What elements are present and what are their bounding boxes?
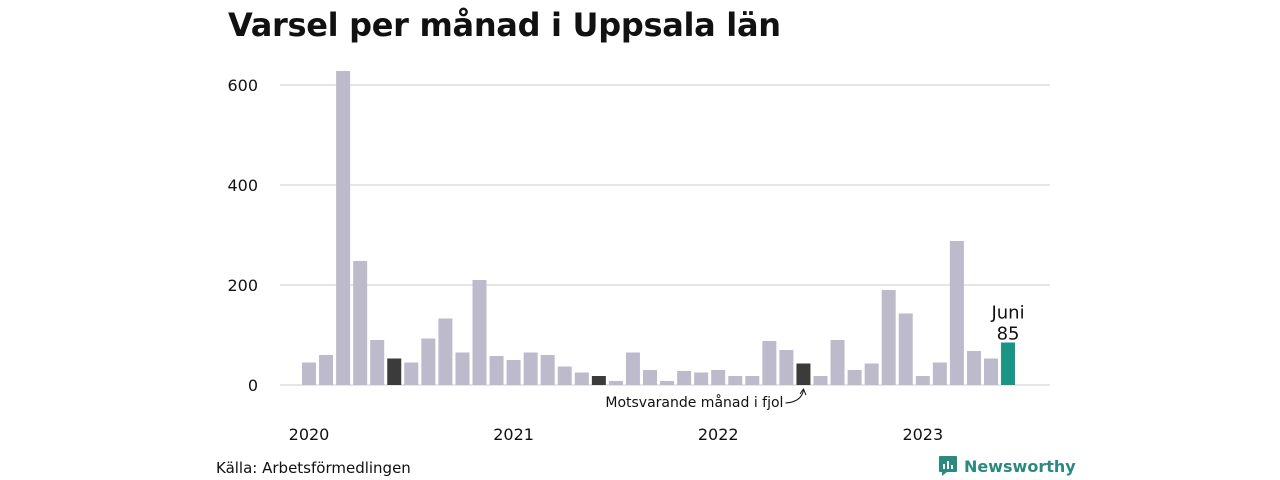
y-axis-ticks: 0 200 400 600 <box>227 76 258 395</box>
bar <box>506 360 521 385</box>
bar <box>984 358 998 385</box>
bar <box>319 355 334 385</box>
bar <box>677 371 692 385</box>
bar <box>728 376 743 385</box>
y-tick-label: 200 <box>227 276 258 295</box>
y-tick-label: 400 <box>227 176 258 195</box>
bar <box>574 372 589 385</box>
highlight-value-label: 85 <box>997 324 1020 345</box>
annotation-arrow <box>785 389 804 404</box>
bar <box>421 338 436 385</box>
bar <box>472 280 487 385</box>
x-tick-label: 2022 <box>698 425 739 444</box>
bar <box>540 355 555 385</box>
bar <box>455 352 470 385</box>
bar <box>302 362 316 385</box>
bar <box>643 370 657 385</box>
x-tick-label: 2023 <box>902 425 943 444</box>
bar <box>387 358 402 385</box>
bar <box>694 372 709 385</box>
bar <box>830 340 845 385</box>
bars <box>302 71 1016 385</box>
bar <box>489 356 504 385</box>
x-axis-year-labels: 2020 2021 2022 2023 <box>289 425 944 444</box>
chart-title: Varsel per månad i Uppsala län <box>228 6 781 44</box>
bar <box>370 340 385 385</box>
bar <box>762 341 777 385</box>
bar <box>353 261 368 385</box>
bar <box>557 366 572 385</box>
highlight-month-label: Juni <box>990 303 1024 324</box>
bar <box>404 362 419 385</box>
bar <box>608 381 623 385</box>
bar <box>949 241 964 385</box>
y-tick-label: 0 <box>248 376 258 395</box>
bar <box>813 376 828 385</box>
bar <box>591 376 606 385</box>
bar <box>660 381 675 385</box>
annotation-label: Motsvarande månad i fjol <box>605 394 783 411</box>
bar <box>711 370 726 385</box>
bar <box>438 318 453 385</box>
bar <box>847 370 862 385</box>
bar <box>966 351 981 385</box>
bar <box>881 290 896 385</box>
bar <box>796 363 811 385</box>
annotation-arrowhead <box>799 387 807 396</box>
y-tick-label: 600 <box>227 76 258 95</box>
source-text: Källa: Arbetsförmedlingen <box>216 459 411 477</box>
bar <box>932 362 947 385</box>
newsworthy-logo-icon <box>939 456 957 476</box>
bar <box>745 376 760 385</box>
bar <box>1001 342 1016 385</box>
bar <box>864 363 879 385</box>
bar <box>625 352 640 385</box>
x-tick-label: 2020 <box>289 425 330 444</box>
bar <box>915 376 930 385</box>
bar <box>898 313 913 385</box>
brand-logo: Newsworthy <box>938 455 1076 477</box>
bar <box>779 350 794 385</box>
bar <box>523 352 538 385</box>
grid-lines <box>280 84 1050 386</box>
bar <box>336 71 351 385</box>
x-tick-label: 2021 <box>493 425 534 444</box>
brand-name: Newsworthy <box>964 456 1076 476</box>
